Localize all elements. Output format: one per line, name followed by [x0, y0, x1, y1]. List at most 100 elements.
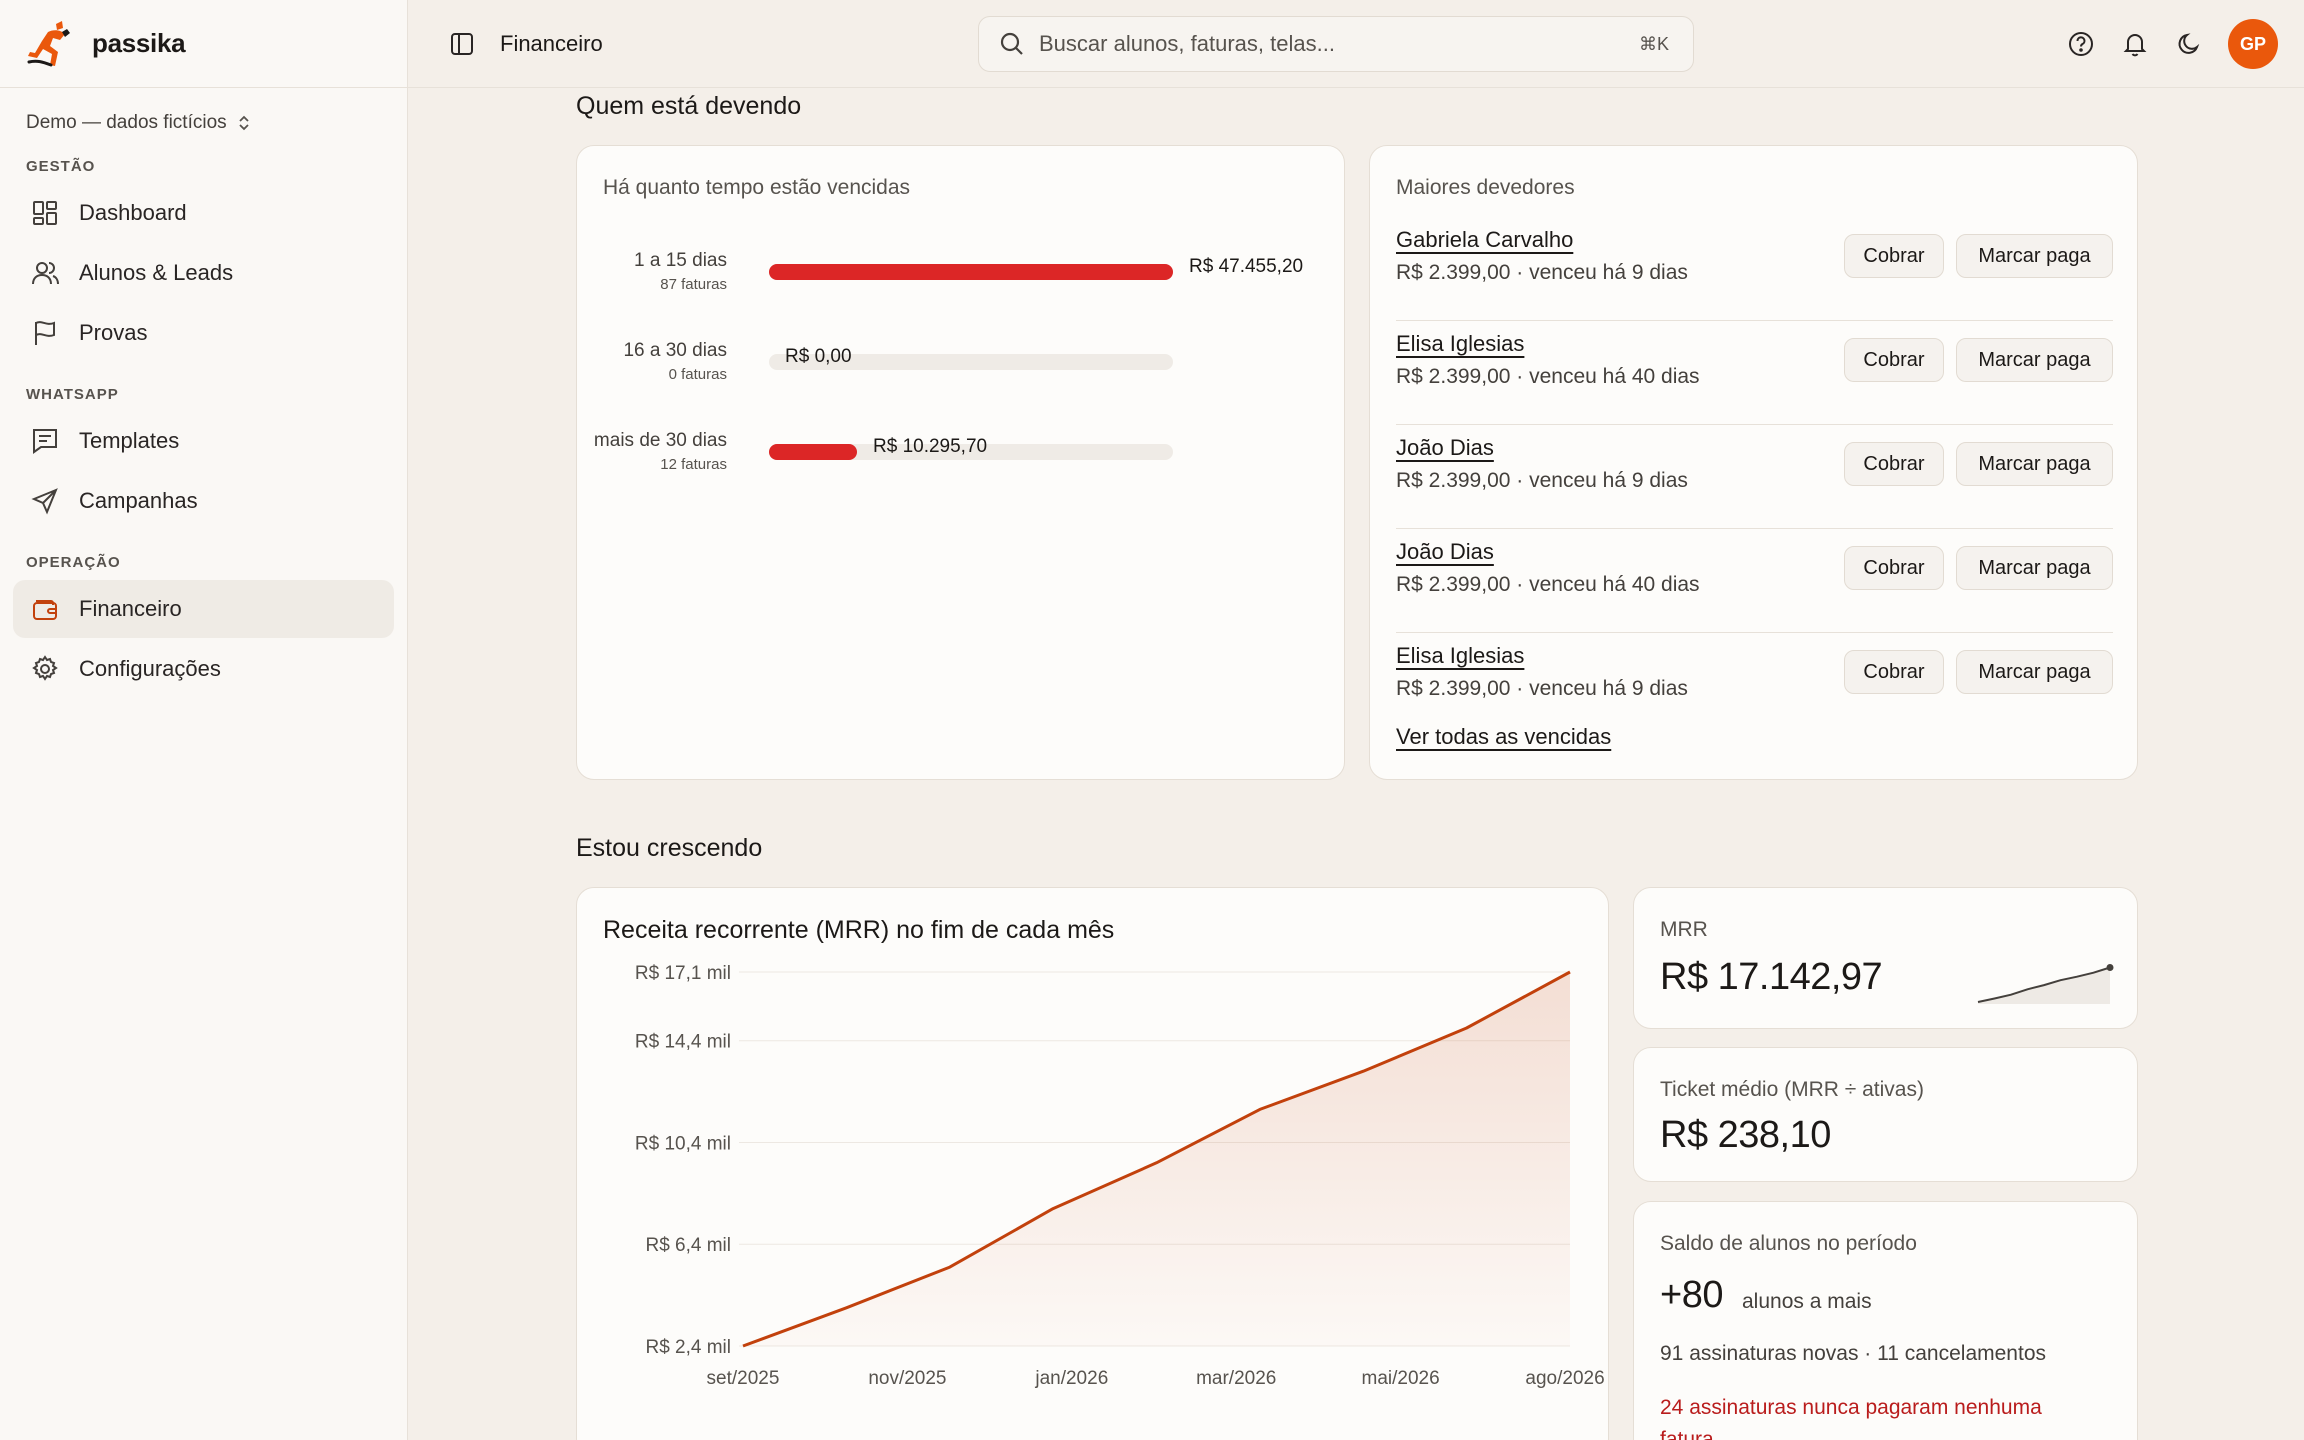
mark-paid-button[interactable]: Marcar paga	[1956, 338, 2113, 382]
workspace-name: Demo — dados fictícios	[26, 112, 227, 133]
list-item: Elisa Iglesias R$ 2.399,00 · venceu há 4…	[1396, 321, 2113, 425]
sidebar-item-financeiro[interactable]: Financeiro	[13, 580, 394, 638]
kpi-value: +80	[1660, 1274, 1723, 1316]
breadcrumb: Financeiro	[500, 30, 603, 56]
sidebar-item-label: Alunos & Leads	[79, 260, 234, 285]
y-tick-label: R$ 2,4 mil	[645, 1337, 731, 1358]
sparkline-end-dot	[2106, 964, 2114, 971]
sidebar-item-label: Configurações	[79, 656, 221, 681]
chevron-up-down-icon	[239, 115, 249, 131]
aging-count: 87 faturas	[660, 276, 727, 293]
x-tick-label: ago/2026	[1525, 1368, 1604, 1389]
sidebar-item-alunos-leads[interactable]: Alunos & Leads	[13, 244, 394, 302]
aging-bar-track	[769, 264, 1173, 280]
charge-button[interactable]: Cobrar	[1844, 546, 1944, 590]
sidebar-toggle-icon	[451, 32, 473, 55]
y-tick-label: R$ 14,4 mil	[635, 1032, 731, 1053]
mrr-sparkline	[1977, 964, 2114, 1004]
see-all-overdue-link[interactable]: Ver todas as vencidas	[1396, 724, 1612, 749]
debtors-card-title: Maiores devedores	[1396, 176, 1575, 199]
aging-value: R$ 47.455,20	[1189, 256, 1304, 277]
mrr-chart-card: Receita recorrente (MRR) no fim de cada …	[576, 887, 1609, 1440]
sidebar-item-campanhas[interactable]: Campanhas	[13, 472, 394, 530]
x-tick-label: mai/2026	[1362, 1368, 1440, 1389]
workspace-switcher[interactable]: Demo — dados fictícios	[0, 88, 407, 144]
mark-paid-button[interactable]: Marcar paga	[1956, 650, 2113, 694]
sidebar-item-label: Templates	[79, 428, 180, 453]
debtor-name-link[interactable]: Elisa Iglesias	[1396, 331, 1525, 356]
list-item: João Dias R$ 2.399,00 · venceu há 40 dia…	[1396, 529, 2113, 633]
mrr-kpi-card: MRR R$ 17.142,97	[1633, 887, 2138, 1029]
debtor-info: R$ 2.399,00 · venceu há 40 dias	[1396, 365, 1700, 388]
brand[interactable]: passika	[0, 0, 407, 88]
aging-label: mais de 30 dias 12 faturas	[594, 430, 727, 473]
debtor-info: R$ 2.399,00 · venceu há 9 dias	[1396, 677, 1688, 700]
kpi-label: Ticket médio (MRR ÷ ativas)	[1660, 1078, 1924, 1101]
message-icon	[33, 429, 57, 454]
dashboard-icon	[33, 201, 57, 225]
moon-icon	[2178, 33, 2200, 54]
aging-row: mais de 30 dias 12 faturas R$ 10.295,70	[577, 430, 1317, 500]
list-item: Elisa Iglesias R$ 2.399,00 · venceu há 9…	[1396, 633, 2113, 737]
aging-count: 12 faturas	[660, 456, 727, 473]
x-tick-label: mar/2026	[1196, 1368, 1276, 1389]
search-shortcut: ⌘K	[1638, 33, 1669, 54]
charge-button[interactable]: Cobrar	[1844, 234, 1944, 278]
aging-bar-track	[769, 354, 1173, 370]
mark-paid-button[interactable]: Marcar paga	[1956, 546, 2113, 590]
kpi-label: MRR	[1660, 918, 1708, 941]
users-icon	[32, 262, 59, 285]
sidebar-item-provas[interactable]: Provas	[13, 304, 394, 362]
aging-bar-fill	[769, 444, 857, 460]
sidebar: passika Demo — dados fictícios GESTÃO Da…	[0, 0, 408, 1440]
debtor-info: R$ 2.399,00 · venceu há 9 dias	[1396, 469, 1688, 492]
flag-icon	[35, 321, 55, 345]
sidebar-item-dashboard[interactable]: Dashboard	[13, 184, 394, 242]
sidebar-item-label: Campanhas	[79, 488, 198, 513]
charge-button[interactable]: Cobrar	[1844, 650, 1944, 694]
aging-card: Há quanto tempo estão vencidas 1 a 15 di…	[576, 145, 1345, 780]
mrr-line	[742, 970, 1571, 1348]
aging-row: 1 a 15 dias 87 faturas R$ 47.455,20	[577, 250, 1317, 320]
x-tick-label: jan/2026	[1034, 1368, 1108, 1389]
debtor-name-link[interactable]: João Dias	[1396, 539, 1494, 564]
sidebar-item-label: Dashboard	[79, 200, 187, 225]
runner-logo-icon	[27, 20, 70, 66]
sidebar-toggle-button[interactable]	[442, 24, 482, 64]
mark-paid-button[interactable]: Marcar paga	[1956, 442, 2113, 486]
search-placeholder: Buscar alunos, faturas, telas...	[1039, 31, 1335, 56]
sidebar-item-label: Provas	[79, 320, 148, 345]
x-tick-label: set/2025	[707, 1368, 780, 1389]
debtor-name-link[interactable]: Elisa Iglesias	[1396, 643, 1525, 668]
sidebar-item-configuracoes[interactable]: Configurações	[13, 640, 394, 698]
kpi-value: R$ 238,10	[1660, 1114, 1831, 1156]
search-input[interactable]: Buscar alunos, faturas, telas... ⌘K	[978, 16, 1694, 72]
debtor-info: R$ 2.399,00 · venceu há 40 dias	[1396, 573, 1700, 596]
section-heading-growth: Estou crescendo	[576, 834, 763, 862]
section-label-whatsapp: WHATSAPP	[26, 386, 119, 403]
avatar[interactable]: GP	[2228, 19, 2278, 69]
debtor-name-link[interactable]: Gabriela Carvalho	[1396, 227, 1574, 252]
charge-button[interactable]: Cobrar	[1844, 338, 1944, 382]
sparkline-line	[1977, 966, 2111, 1003]
aging-card-title: Há quanto tempo estão vencidas	[603, 176, 911, 199]
warning-text: 24 assinaturas nunca pagaram nenhuma fat…	[1660, 1396, 2042, 1440]
aging-bar-track	[769, 444, 1173, 460]
sidebar-item-label: Financeiro	[79, 596, 182, 621]
list-item: João Dias R$ 2.399,00 · venceu há 9 dias…	[1396, 425, 2113, 529]
section-label-gestao: GESTÃO	[26, 158, 96, 175]
notifications-button[interactable]	[2118, 27, 2152, 61]
debtor-info: R$ 2.399,00 · venceu há 9 dias	[1396, 261, 1688, 284]
debtor-name-link[interactable]: João Dias	[1396, 435, 1494, 460]
sidebar-item-templates[interactable]: Templates	[13, 412, 394, 470]
y-tick-label: R$ 17,1 mil	[635, 963, 731, 984]
aging-bar-fill	[769, 264, 1173, 280]
mark-paid-button[interactable]: Marcar paga	[1956, 234, 2113, 278]
theme-toggle-button[interactable]	[2172, 27, 2206, 61]
aging-label: 1 a 15 dias 87 faturas	[634, 250, 727, 293]
aging-range: mais de 30 dias	[593, 430, 727, 451]
help-button[interactable]	[2064, 27, 2098, 61]
aging-count: 0 faturas	[668, 366, 727, 383]
charge-button[interactable]: Cobrar	[1844, 442, 1944, 486]
y-tick-label: R$ 10,4 mil	[635, 1133, 731, 1154]
